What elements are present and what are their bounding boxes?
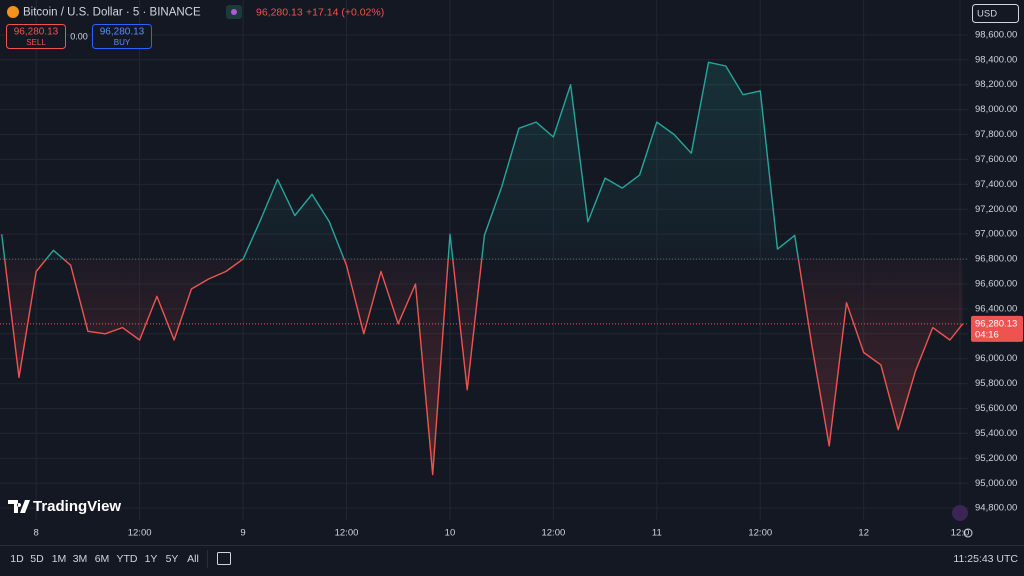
x-tick-label: 8	[34, 528, 39, 539]
range-button[interactable]: 1Y	[145, 553, 158, 565]
x-tick-label: 11	[652, 528, 662, 539]
price-line	[1, 61, 964, 476]
y-tick-label: 94,800.00	[975, 503, 1017, 514]
currency: USD	[977, 9, 997, 20]
range-button[interactable]: 6M	[95, 553, 110, 565]
last-price-label: 96,280.13	[975, 318, 1017, 329]
calendar-icon[interactable]	[217, 552, 231, 565]
y-tick-label: 97,800.00	[975, 129, 1017, 140]
buy-label: BUY	[114, 38, 131, 47]
logo-mark	[8, 500, 30, 513]
price-axis	[968, 0, 1024, 545]
sell-button[interactable]	[6, 24, 66, 49]
x-tick-label: 12:00	[748, 528, 772, 539]
clock: 11:25:43 UTC	[953, 553, 1018, 565]
y-tick-label: 97,000.00	[975, 229, 1017, 240]
y-tick-label: 96,000.00	[975, 353, 1017, 364]
y-tick-label: 98,200.00	[975, 79, 1017, 90]
logo-text: TradingView	[33, 498, 121, 515]
buy-price: 96,280.13	[100, 27, 145, 38]
range-button[interactable]: 5D	[30, 553, 44, 565]
y-tick-label: 96,400.00	[975, 303, 1017, 314]
countdown: 04:16	[975, 329, 999, 340]
range-button[interactable]: 5Y	[166, 553, 179, 565]
spread: 0.00	[70, 31, 88, 41]
y-tick-label: 96,600.00	[975, 278, 1017, 289]
x-tick-label: 12:00	[128, 528, 152, 539]
y-tick-label: 97,400.00	[975, 179, 1017, 190]
currency-button[interactable]	[972, 4, 1019, 23]
baseline-area	[1, 62, 963, 475]
x-tick-label: 12	[858, 528, 869, 539]
indicator-icon	[231, 9, 237, 15]
y-tick-label: 98,000.00	[975, 104, 1017, 115]
range-button[interactable]: YTD	[117, 553, 138, 565]
y-tick-label: 97,600.00	[975, 154, 1017, 165]
symbol-title: Bitcoin / U.S. Dollar · 5 · BINANCE	[23, 7, 201, 19]
y-tick-label: 95,000.00	[975, 478, 1017, 489]
range-button[interactable]: 3M	[73, 553, 88, 565]
y-tick-label: 95,800.00	[975, 378, 1017, 389]
range-button[interactable]: All	[187, 553, 199, 565]
y-tick-label: 95,400.00	[975, 428, 1017, 439]
y-tick-label: 98,400.00	[975, 54, 1017, 65]
assistant-icon[interactable]	[952, 505, 968, 521]
buy-button[interactable]	[92, 24, 152, 49]
x-tick-label: 12:00	[541, 528, 565, 539]
sell-price: 96,280.13	[14, 27, 59, 38]
settings-icon[interactable]	[963, 528, 973, 538]
range-button[interactable]: 1D	[10, 553, 24, 565]
bitcoin-icon	[7, 6, 19, 18]
y-tick-label: 96,800.00	[975, 254, 1017, 265]
last-price-tag	[971, 315, 1023, 342]
y-tick-label: 98,600.00	[975, 29, 1017, 40]
x-tick-label: 12:00	[335, 528, 359, 539]
header-change: +17.14 (+0.02%)	[306, 6, 384, 18]
x-tick-label: 10	[445, 528, 456, 539]
y-tick-label: 97,200.00	[975, 204, 1017, 215]
x-tick-label: 9	[240, 528, 245, 539]
sell-label: SELL	[26, 38, 46, 47]
range-button[interactable]: 1M	[52, 553, 67, 565]
header-price: 96,280.13	[256, 6, 303, 18]
x-tick-label: 12:0	[951, 528, 970, 539]
y-tick-label: 95,600.00	[975, 403, 1017, 414]
y-tick-label: 95,200.00	[975, 453, 1017, 464]
